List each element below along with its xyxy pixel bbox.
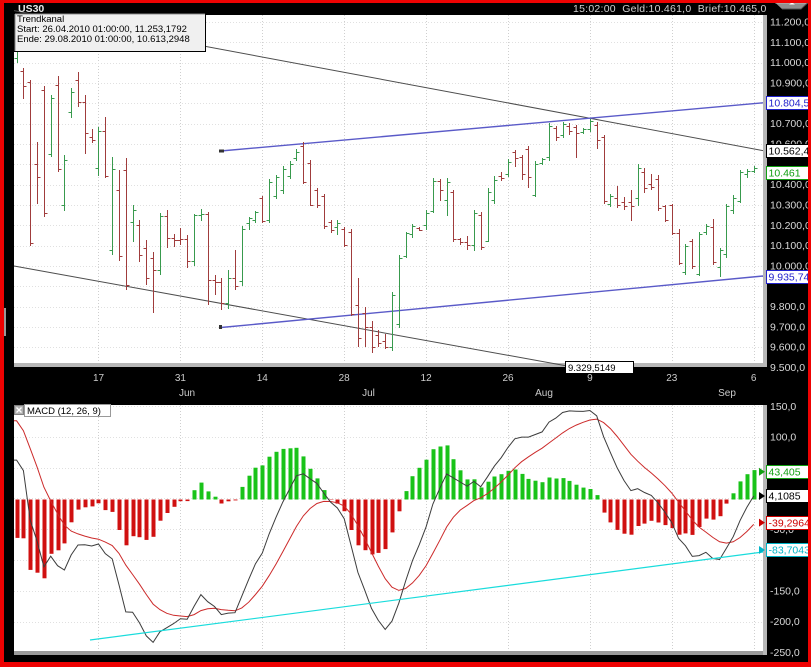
svg-text:4,1085: 4,1085	[769, 491, 801, 503]
svg-text:-200,0: -200,0	[770, 616, 800, 628]
svg-text:9.935,74: 9.935,74	[769, 272, 810, 284]
svg-text:9.329,5149: 9.329,5149	[568, 363, 616, 374]
svg-text:10.804,5: 10.804,5	[769, 98, 810, 110]
svg-text:9: 9	[587, 373, 593, 384]
svg-text:Jun: Jun	[179, 388, 195, 399]
svg-text:9.500,0: 9.500,0	[770, 362, 805, 374]
svg-text:Ende: 29.08.2010 01:00:00, 10.: Ende: 29.08.2010 01:00:00, 10.613,2948	[17, 34, 190, 45]
svg-text:Trendkanal: Trendkanal	[17, 14, 64, 25]
svg-text:10.000,0: 10.000,0	[770, 260, 811, 272]
svg-text:28: 28	[339, 373, 351, 384]
svg-text:11.200,0: 11.200,0	[770, 17, 810, 29]
svg-text:150,0: 150,0	[770, 401, 796, 413]
svg-text:10.300,0: 10.300,0	[770, 199, 811, 211]
svg-text:10.400,0: 10.400,0	[770, 179, 811, 191]
svg-text:10.700,0: 10.700,0	[770, 118, 811, 130]
svg-text:10.200,0: 10.200,0	[770, 220, 811, 232]
svg-text:9.600,0: 9.600,0	[770, 342, 805, 354]
svg-text:-250,0: -250,0	[770, 647, 800, 659]
svg-text:Jul: Jul	[362, 388, 375, 399]
svg-text:10.900,0: 10.900,0	[770, 78, 811, 90]
svg-text:31: 31	[175, 373, 187, 384]
svg-text:Start: 26.04.2010 01:00:00, 11: Start: 26.04.2010 01:00:00, 11.253,1792	[17, 24, 187, 35]
svg-text:26: 26	[502, 373, 514, 384]
svg-text:US30: US30	[18, 3, 44, 15]
svg-text:10.461: 10.461	[769, 168, 801, 180]
svg-text:-150,0: -150,0	[770, 585, 800, 597]
svg-text:12: 12	[421, 373, 433, 384]
svg-text:17: 17	[93, 373, 105, 384]
svg-text:100,0: 100,0	[770, 432, 796, 444]
svg-text:Sep: Sep	[718, 388, 736, 399]
svg-text:9.800,0: 9.800,0	[770, 301, 805, 313]
svg-text:23: 23	[666, 373, 678, 384]
svg-text:15:02:00 Geld:10.461,0 Brief: 15:02:00 Geld:10.461,0 Brief:10.465,0	[573, 3, 767, 15]
svg-text:11.000,0: 11.000,0	[770, 57, 810, 69]
svg-text:-83,7043: -83,7043	[769, 545, 811, 557]
svg-text:10.100,0: 10.100,0	[770, 240, 811, 252]
svg-text:-39,2964: -39,2964	[769, 518, 811, 530]
svg-text:6: 6	[751, 373, 757, 384]
svg-text:14: 14	[257, 373, 269, 384]
svg-text:MACD (12, 26, 9): MACD (12, 26, 9)	[27, 406, 101, 417]
svg-text:Aug: Aug	[535, 388, 553, 399]
svg-text:11.100,0: 11.100,0	[770, 37, 810, 49]
svg-text:10.562,4: 10.562,4	[769, 146, 810, 158]
svg-text:9.700,0: 9.700,0	[770, 321, 805, 333]
svg-text:43,405: 43,405	[769, 467, 801, 479]
